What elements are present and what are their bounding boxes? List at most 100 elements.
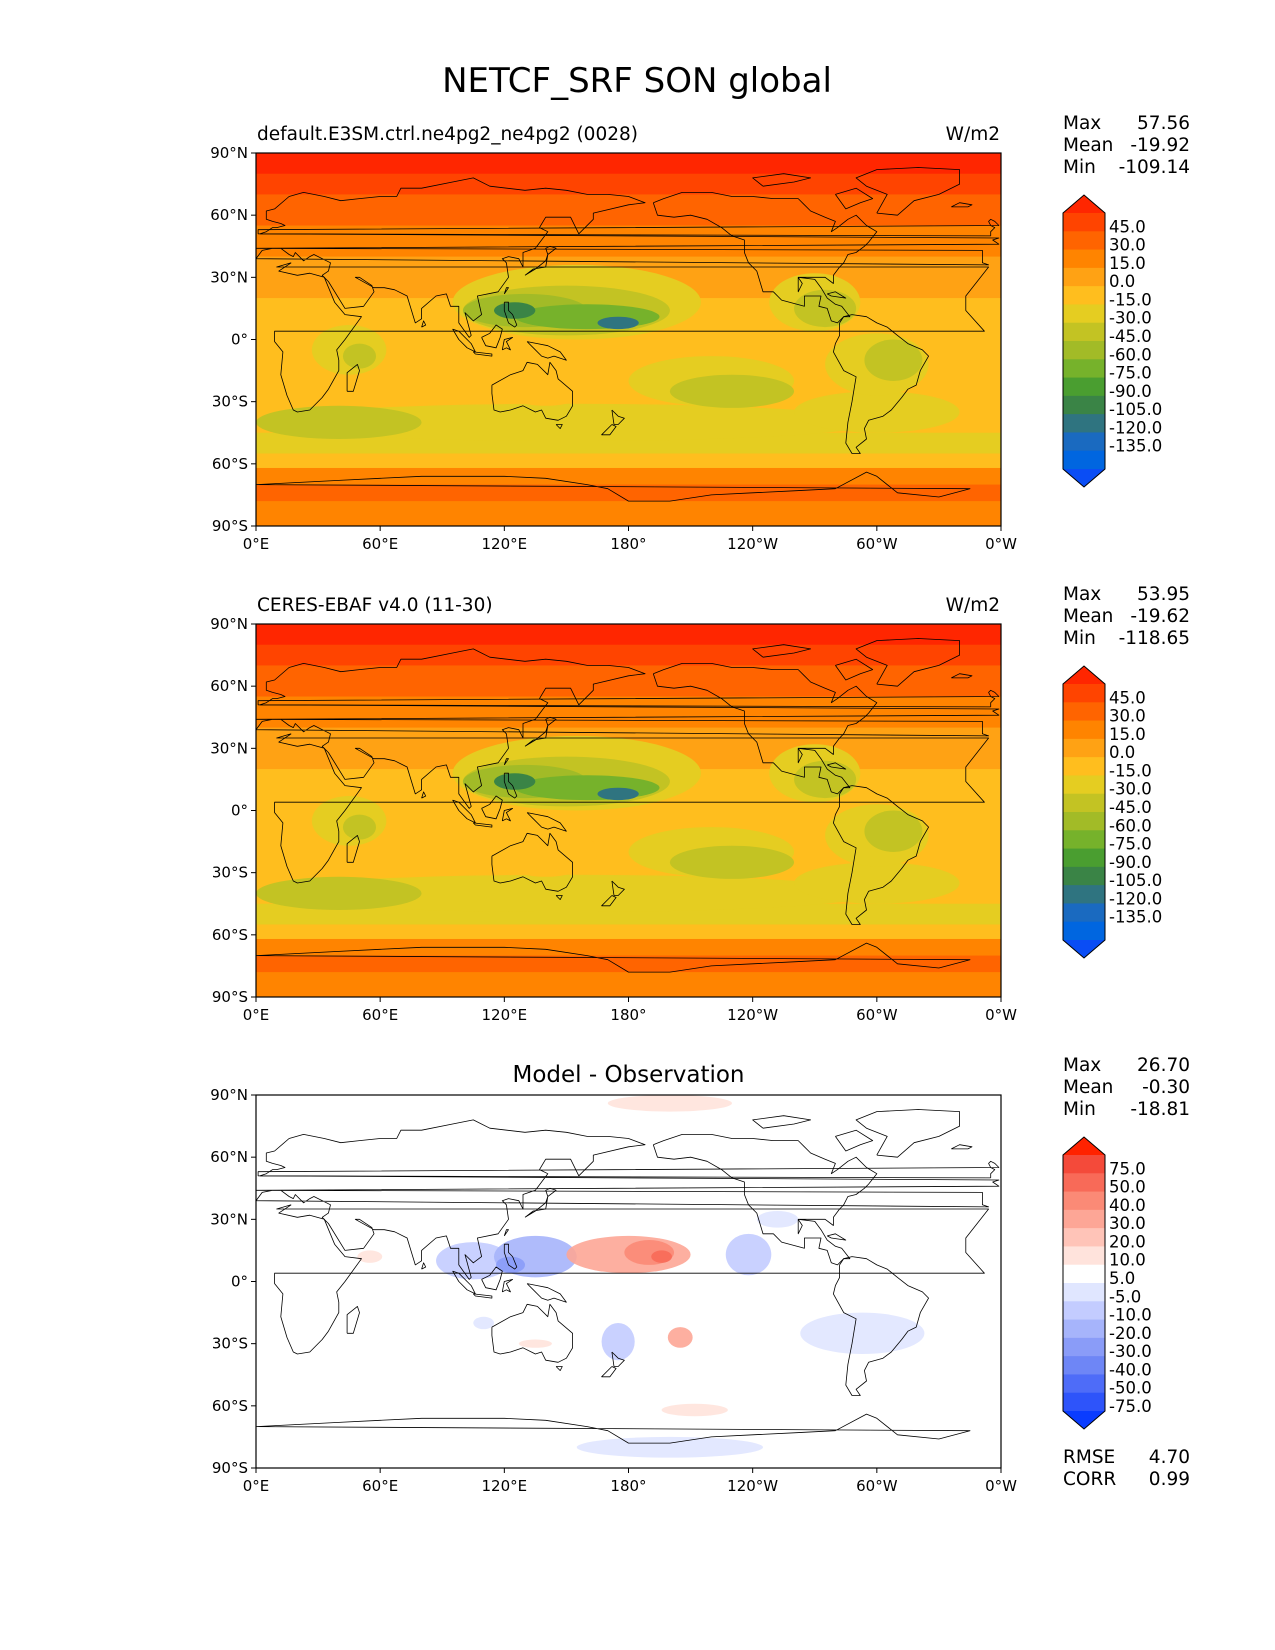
colorbar-3: 75.050.040.030.020.010.05.0-5.0-10.0-20.… bbox=[1062, 1136, 1152, 1430]
lat-tick-label: 60°S bbox=[212, 455, 248, 473]
colorbar-tick-label: -105.0 bbox=[1109, 871, 1162, 890]
map-panel-1: default.E3SM.ctrl.ne4pg2_ne4pg2 (0028) W/… bbox=[210, 113, 1190, 553]
colorbar-tick-label: -30.0 bbox=[1109, 780, 1152, 799]
colorbar-swatch bbox=[1063, 322, 1105, 342]
colorbar-swatch bbox=[1063, 1155, 1105, 1174]
colorbar-swatch bbox=[1063, 702, 1105, 722]
colorbar-swatch bbox=[1063, 720, 1105, 740]
colorbar-tick-label: -45.0 bbox=[1109, 327, 1152, 346]
colorbar-tick-label: 0.0 bbox=[1109, 272, 1135, 291]
colorbar-swatch bbox=[1063, 684, 1105, 703]
colorbar-extend-top bbox=[1063, 1137, 1105, 1155]
colorbar-swatch bbox=[1063, 1191, 1105, 1211]
colorbar-tick-label: 5.0 bbox=[1109, 1269, 1135, 1288]
colorbar-tick-label: -75.0 bbox=[1109, 364, 1152, 383]
lon-tick-label: 60°E bbox=[362, 1006, 398, 1024]
colorbar-swatch bbox=[1063, 885, 1105, 905]
colorbar-swatch bbox=[1063, 341, 1105, 360]
colorbar-swatch bbox=[1063, 1319, 1105, 1339]
colorbar-tick-label: -5.0 bbox=[1109, 1287, 1141, 1306]
lat-tick-label: 30°S bbox=[212, 393, 248, 411]
stat-label: Mean bbox=[1063, 606, 1113, 627]
colorbar-swatch bbox=[1063, 1374, 1105, 1394]
colorbar-tick-label: -135.0 bbox=[1109, 908, 1162, 927]
colorbar-extend-top bbox=[1063, 666, 1105, 684]
lat-tick-label: 0° bbox=[231, 331, 248, 349]
lon-tick-label: 60°W bbox=[856, 535, 898, 553]
units-label: W/m2 bbox=[946, 124, 1000, 145]
lat-tick-label: 90°S bbox=[212, 988, 248, 1006]
colorbar-tick-label: 30.0 bbox=[1109, 707, 1146, 726]
stat-label: Min bbox=[1063, 157, 1096, 178]
colorbar-swatch bbox=[1063, 1337, 1105, 1357]
colorbar-tick-label: -45.0 bbox=[1109, 798, 1152, 817]
colorbar-tick-label: -40.0 bbox=[1109, 1360, 1152, 1379]
lon-tick-label: 0°W bbox=[985, 535, 1017, 553]
colorbar-tick-label: -30.0 bbox=[1109, 309, 1152, 328]
lon-tick-label: 60°W bbox=[856, 1006, 898, 1024]
map-panel-3: Model - Observation 90°N 60°N 30°N 0° 30°S 60°… bbox=[210, 1055, 1190, 1495]
lat-tick-label: 30°N bbox=[210, 1210, 248, 1228]
stat-label: Mean bbox=[1063, 1077, 1113, 1098]
lon-tick-label: 180° bbox=[610, 1477, 646, 1495]
colorbar-tick-label: -10.0 bbox=[1109, 1306, 1152, 1325]
colorbar-swatch bbox=[1063, 1228, 1105, 1248]
lat-tick-label: 0° bbox=[231, 1273, 248, 1291]
contour-field bbox=[256, 624, 1001, 997]
lon-tick-label: 60°E bbox=[362, 1477, 398, 1495]
colorbar-swatch bbox=[1063, 921, 1105, 941]
lat-tick-label: 30°N bbox=[210, 739, 248, 757]
lat-tick-label: 90°N bbox=[210, 615, 248, 633]
panel-title: Model - Observation bbox=[512, 1062, 744, 1088]
colorbar-tick-label: 30.0 bbox=[1109, 1214, 1146, 1233]
lat-tick-label: 60°S bbox=[212, 1397, 248, 1415]
colorbar-swatch bbox=[1063, 213, 1105, 232]
stat-label: CORR bbox=[1063, 1469, 1116, 1490]
colorbar-swatch bbox=[1063, 249, 1105, 269]
colorbar-swatch bbox=[1063, 395, 1105, 415]
lon-tick-label: 180° bbox=[610, 1006, 646, 1024]
lon-tick-label: 120°E bbox=[482, 535, 528, 553]
colorbar-tick-label: -30.0 bbox=[1109, 1342, 1152, 1361]
colorbar-swatch bbox=[1063, 1173, 1105, 1193]
lat-tick-label: 30°S bbox=[212, 864, 248, 882]
lon-tick-label: 0°E bbox=[243, 1006, 270, 1024]
lon-tick-label: 0°W bbox=[985, 1006, 1017, 1024]
colorbar-swatch bbox=[1063, 267, 1105, 287]
colorbar-swatch bbox=[1063, 231, 1105, 251]
figure-title: NETCF_SRF SON global bbox=[442, 61, 832, 101]
colorbar-swatch bbox=[1063, 775, 1105, 795]
colorbar-swatch bbox=[1063, 414, 1105, 434]
colorbar-extend-top bbox=[1063, 195, 1105, 213]
lon-tick-label: 0°W bbox=[985, 1477, 1017, 1495]
stat-value: -18.81 bbox=[1130, 1099, 1190, 1120]
colorbar-swatch bbox=[1063, 304, 1105, 324]
colorbar-tick-label: 15.0 bbox=[1109, 254, 1146, 273]
stat-value: 53.95 bbox=[1137, 584, 1190, 605]
colorbar-swatch bbox=[1063, 757, 1105, 777]
colorbar-swatch bbox=[1063, 848, 1105, 868]
colorbar-2: 45.030.015.00.0-15.0-30.0-45.0-60.0-75.0… bbox=[1062, 665, 1162, 959]
stat-value: 26.70 bbox=[1137, 1055, 1190, 1076]
colorbar-tick-label: 50.0 bbox=[1109, 1178, 1146, 1197]
colorbar-swatch bbox=[1063, 738, 1105, 758]
colorbar-tick-label: -90.0 bbox=[1109, 382, 1152, 401]
lat-tick-label: 90°S bbox=[212, 1459, 248, 1477]
panel-title: CERES-EBAF v4.0 (11-30) bbox=[257, 595, 493, 616]
stat-label: Min bbox=[1063, 628, 1096, 649]
colorbar-tick-label: 40.0 bbox=[1109, 1196, 1146, 1215]
stat-value: 4.70 bbox=[1149, 1447, 1190, 1468]
colorbar-swatch bbox=[1063, 1356, 1105, 1376]
contour-field bbox=[256, 153, 1001, 526]
colorbar-tick-label: 45.0 bbox=[1109, 688, 1146, 707]
coastlines bbox=[256, 1109, 1000, 1444]
lon-tick-label: 180° bbox=[610, 535, 646, 553]
lat-tick-label: 30°S bbox=[212, 1335, 248, 1353]
units-label: W/m2 bbox=[946, 595, 1000, 616]
colorbar-tick-label: -90.0 bbox=[1109, 853, 1152, 872]
colorbar-swatch bbox=[1063, 1209, 1105, 1229]
lat-tick-label: 90°N bbox=[210, 1086, 248, 1104]
coastlines bbox=[256, 167, 1000, 502]
colorbar-tick-label: -75.0 bbox=[1109, 1397, 1152, 1416]
lon-tick-label: 60°E bbox=[362, 535, 398, 553]
